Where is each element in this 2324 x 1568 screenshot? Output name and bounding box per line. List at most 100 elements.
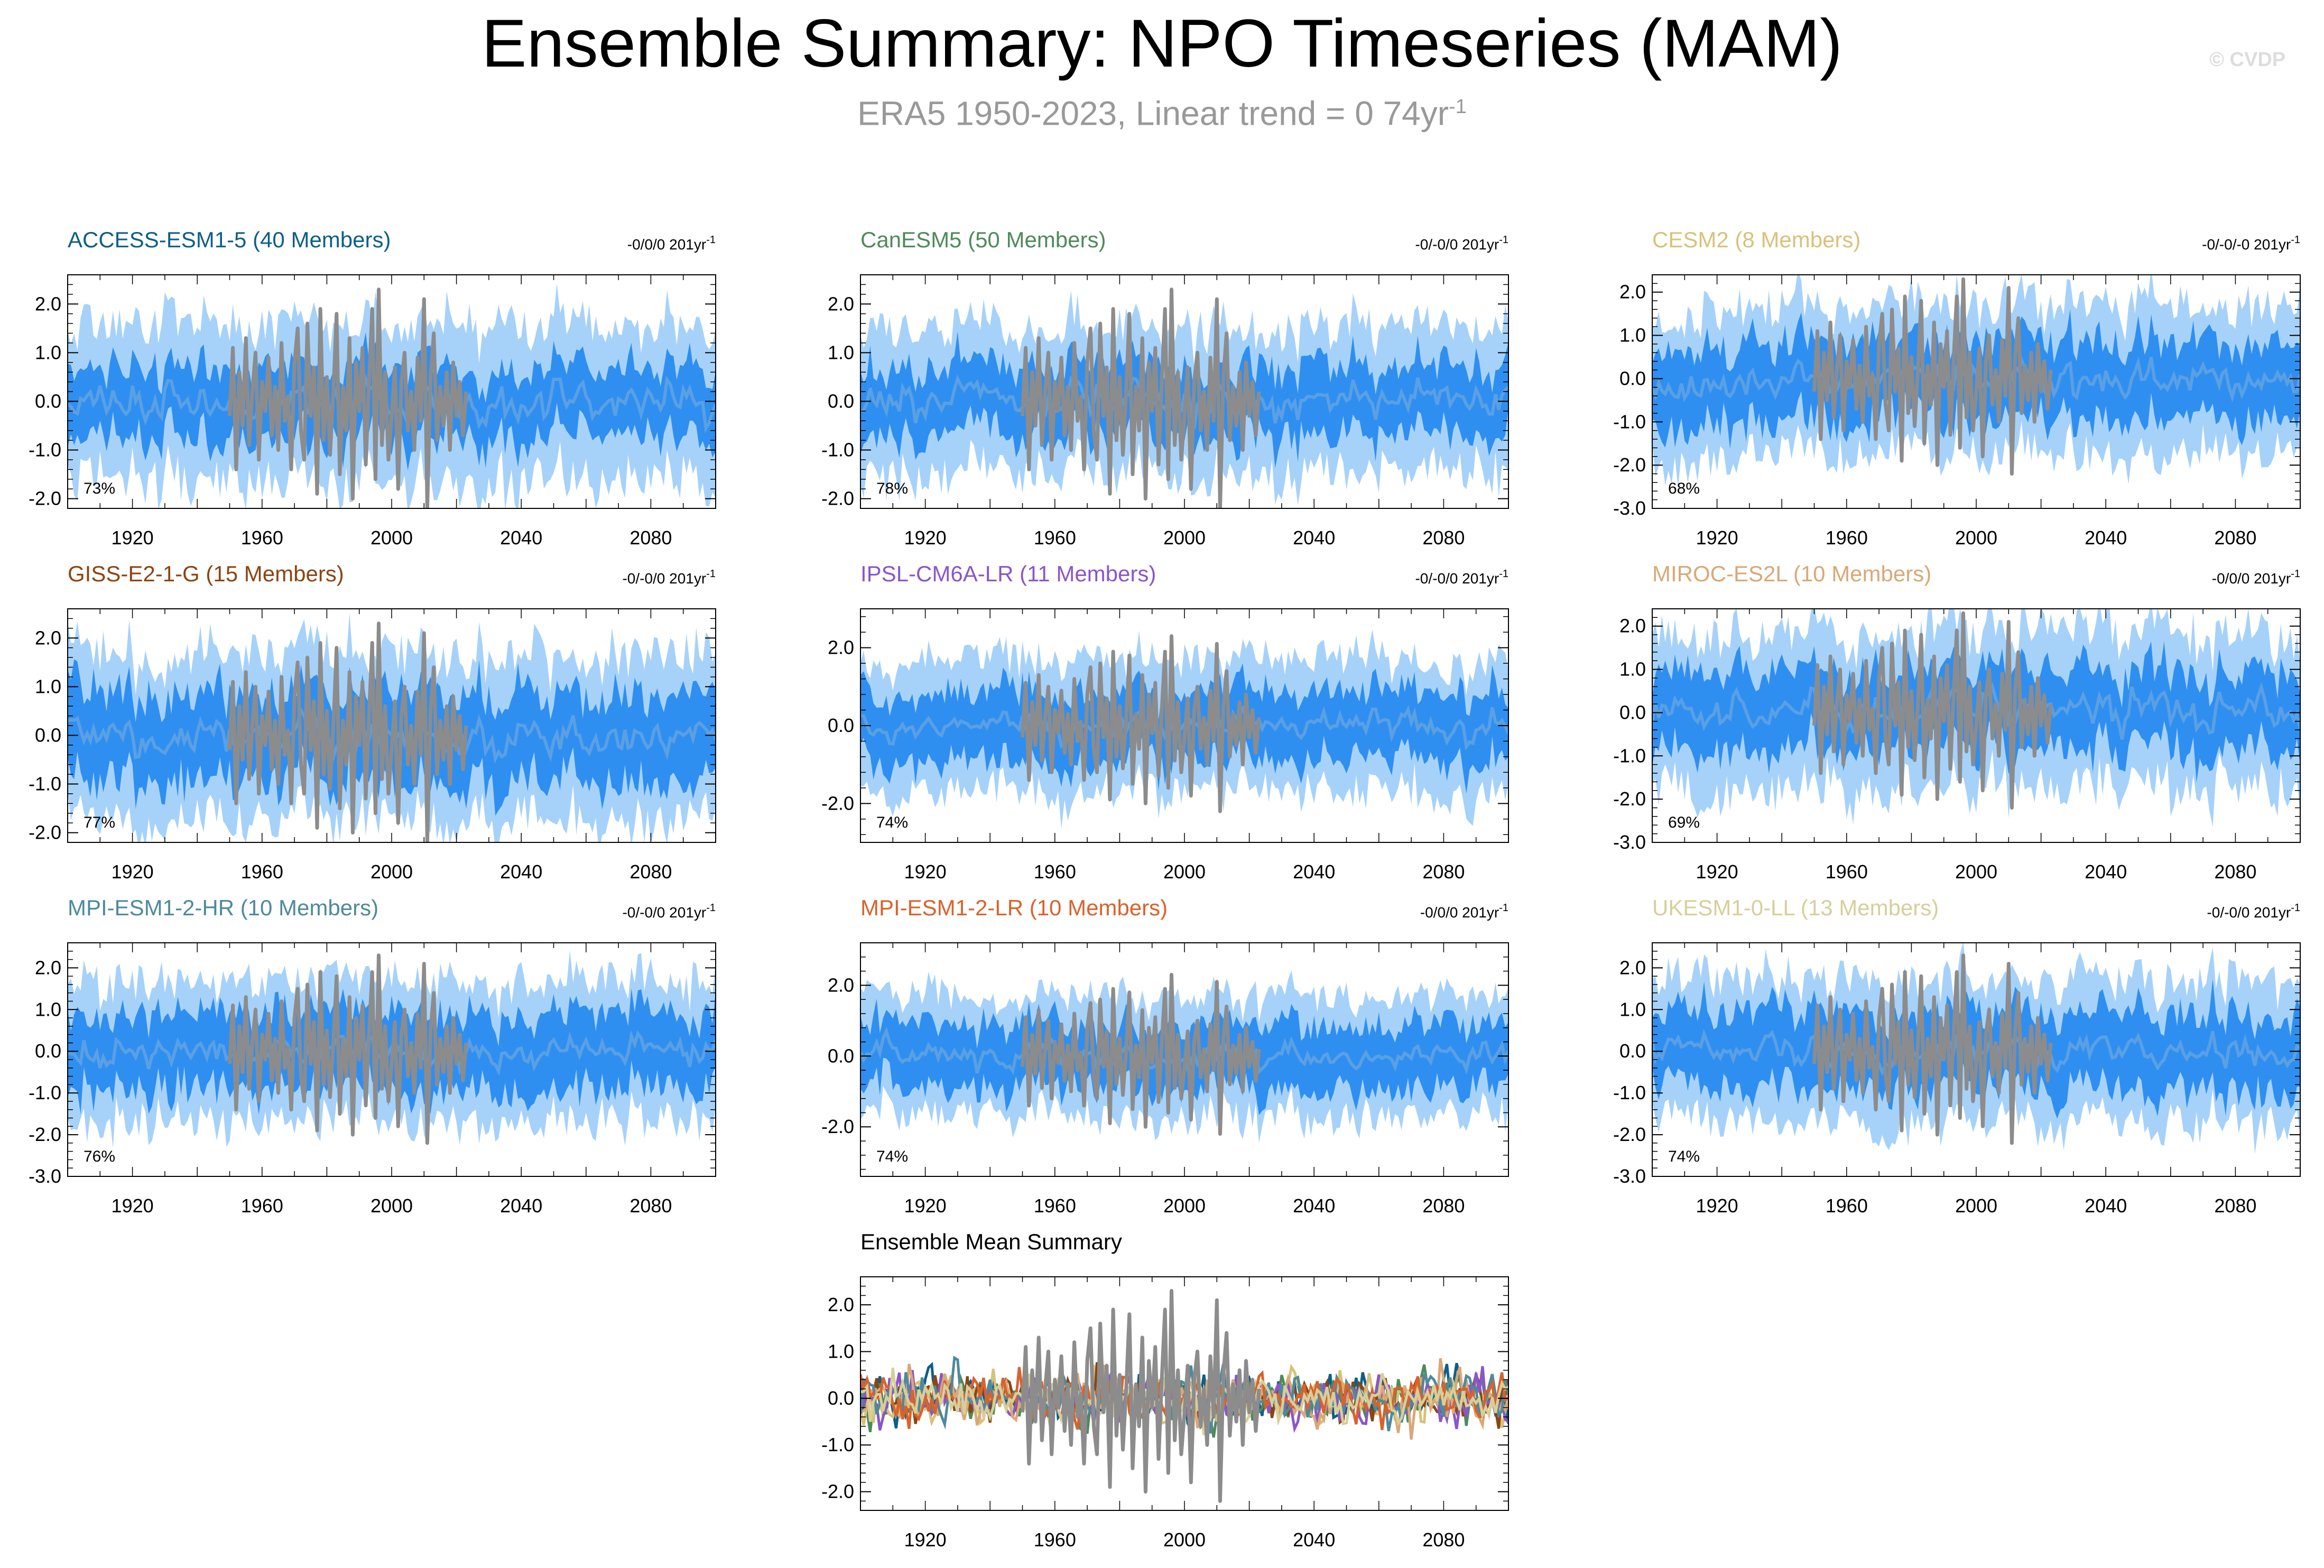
y-tick-label: -1.0: [821, 439, 854, 461]
x-tick-label: 2000: [1163, 1195, 1206, 1217]
y-tick-label: 2.0: [828, 293, 854, 314]
y-tick-label: 0.0: [35, 390, 61, 412]
panel-title: UKESM1-0-LL (13 Members): [1652, 895, 1939, 920]
x-tick-label: 2080: [629, 861, 672, 883]
plot-area: [1652, 275, 2300, 488]
x-tick-label: 1920: [1696, 527, 1738, 549]
x-tick-label: 2040: [500, 527, 542, 549]
x-tick-label: 2040: [2085, 1195, 2127, 1217]
x-tick-label: 2040: [1293, 861, 1335, 883]
x-tick-label: 2080: [1422, 1195, 1465, 1217]
percent-label: 68%: [1668, 480, 1700, 497]
x-tick-label: 2080: [1422, 1529, 1465, 1551]
y-tick-label: 2.0: [828, 974, 854, 996]
x-tick-label: 1920: [904, 527, 947, 549]
panel-4: -2.0 0.0 2.0 1920 1960 2000 2040 2080 IPSL-CM6A-…: [821, 561, 1509, 883]
x-tick-label: 2080: [1422, 527, 1465, 549]
x-tick-label: 2000: [1955, 527, 1997, 549]
plot-area: [860, 1289, 1508, 1503]
panel-6: -3.0 -2.0 -1.0 0.0 1.0 2.0 1920 1960 2000 2040 208…: [29, 895, 716, 1217]
y-tick-label: -1.0: [29, 773, 61, 795]
x-tick-label: 1920: [1696, 861, 1738, 883]
y-tick-label: -3.0: [1613, 1165, 1646, 1187]
x-tick-label: 1960: [1826, 861, 1868, 883]
y-tick-label: 2.0: [828, 1294, 854, 1315]
y-tick-label: 0.0: [35, 1040, 61, 1062]
panel-0: -2.0 -1.0 0.0 1.0 2.0 1920 1960 2000 2040 2080 ACC…: [29, 227, 716, 549]
plot-area: [1652, 943, 2300, 1154]
percent-label: 78%: [876, 480, 908, 497]
percent-label: 76%: [84, 1148, 115, 1165]
percent-label: 73%: [84, 480, 115, 497]
y-tick-label: -2.0: [821, 488, 854, 509]
model-mean-line-6: [860, 1356, 1508, 1434]
y-tick-label: 2.0: [35, 293, 61, 314]
panel-title: Ensemble Mean Summary: [860, 1229, 1122, 1254]
observation-line: [1812, 277, 2053, 476]
panel-title: MPI-ESM1-2-LR (10 Members): [860, 895, 1168, 920]
panel-9: -2.0 -1.0 0.0 1.0 2.0 1920 1960 2000 2040 2080 Ens…: [821, 1229, 1509, 1551]
x-tick-label: 1960: [241, 1195, 283, 1217]
observation-line: [228, 287, 468, 508]
observation-line: [1021, 1289, 1261, 1503]
x-tick-label: 1920: [904, 1529, 947, 1551]
x-tick-label: 1960: [1826, 527, 1868, 549]
x-tick-label: 2040: [1293, 527, 1335, 549]
y-tick-label: 1.0: [1619, 658, 1646, 680]
trend-label: -0/-0/0 201yr-1: [622, 902, 716, 921]
panel-title: CESM2 (8 Members): [1652, 227, 1860, 252]
x-tick-label: 2000: [1163, 861, 1206, 883]
x-tick-label: 2080: [1422, 861, 1465, 883]
x-tick-label: 1920: [112, 1195, 154, 1217]
plot-area: [68, 283, 716, 508]
y-tick-label: 1.0: [35, 998, 61, 1020]
observation-line: [1021, 287, 1261, 508]
y-tick-label: 0.0: [828, 1387, 854, 1409]
y-tick-label: -3.0: [1613, 497, 1646, 519]
x-tick-label: 2040: [2085, 861, 2127, 883]
y-tick-label: -2.0: [1613, 1124, 1646, 1145]
x-tick-label: 1960: [241, 527, 283, 549]
x-tick-label: 1920: [904, 861, 947, 883]
y-tick-label: 1.0: [828, 341, 854, 363]
x-tick-label: 2000: [371, 527, 413, 549]
x-tick-label: 2080: [629, 527, 672, 549]
y-tick-label: 1.0: [828, 1340, 854, 1362]
trend-label: -0/-0/0 201yr-1: [622, 568, 716, 587]
observation-line: [228, 621, 468, 842]
observation-line: [1812, 953, 2053, 1145]
trend-label: -0/0/0 201yr-1: [2212, 568, 2300, 587]
trend-superscript: -1: [1499, 234, 1508, 246]
y-tick-label: -1.0: [29, 1082, 61, 1103]
x-tick-label: 2000: [1163, 1529, 1206, 1551]
y-tick-label: -3.0: [1613, 831, 1646, 853]
x-tick-label: 2080: [2214, 861, 2256, 883]
y-tick-label: 2.0: [1619, 615, 1646, 637]
y-tick-label: 2.0: [1619, 957, 1646, 978]
x-tick-label: 2040: [500, 1195, 542, 1217]
y-tick-label: -2.0: [821, 1481, 854, 1502]
y-tick-label: 1.0: [35, 341, 61, 363]
x-tick-label: 1960: [1034, 1195, 1076, 1217]
x-tick-label: 2000: [371, 1195, 413, 1217]
x-tick-label: 1920: [904, 1195, 947, 1217]
x-tick-label: 1960: [1826, 1195, 1868, 1217]
panel-title: IPSL-CM6A-LR (11 Members): [860, 561, 1156, 586]
percent-label: 74%: [876, 814, 908, 831]
x-tick-label: 2000: [1955, 1195, 1997, 1217]
y-tick-label: -2.0: [821, 1116, 854, 1137]
trend-label: -0/0/0 201yr-1: [1420, 902, 1508, 921]
y-tick-label: -1.0: [29, 439, 61, 461]
y-tick-label: -2.0: [29, 822, 61, 843]
plot-area: [68, 950, 716, 1148]
y-tick-label: -1.0: [1613, 745, 1646, 766]
panel-8: -3.0 -2.0 -1.0 0.0 1.0 2.0 1920 1960 2000 2040 208…: [1613, 895, 2301, 1217]
panel-2: -3.0 -2.0 -1.0 0.0 1.0 2.0 1920 1960 2000 2040 208…: [1613, 227, 2301, 549]
observation-line: [1021, 972, 1261, 1136]
page-title: Ensemble Summary: NPO Timeseries (MAM): [482, 6, 1842, 81]
x-tick-label: 2000: [371, 861, 413, 883]
y-tick-label: 1.0: [35, 675, 61, 697]
trend-label: -0/-0/-0 201yr-1: [2202, 234, 2300, 253]
y-tick-label: 0.0: [828, 390, 854, 412]
percent-label: 74%: [876, 1148, 908, 1165]
